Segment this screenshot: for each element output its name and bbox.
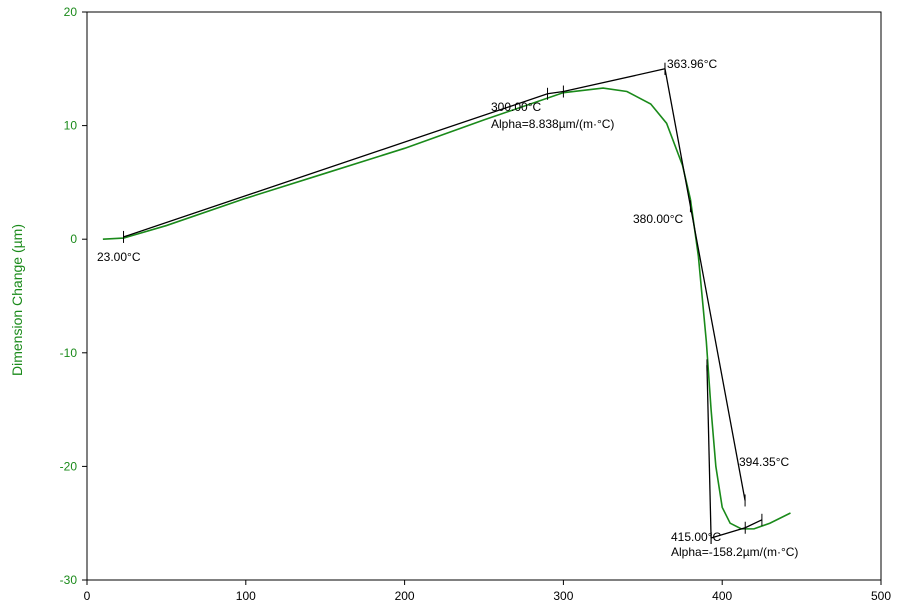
annotation: 363.96°C [667, 57, 718, 71]
annotation: 380.00°C [633, 212, 684, 226]
x-tick-label: 100 [236, 589, 256, 603]
data-line [102, 87, 791, 530]
y-tick-label: -30 [60, 573, 78, 587]
tangent-line [123, 68, 666, 238]
y-tick-label: 0 [70, 232, 77, 246]
annotation: 394.35°C [739, 455, 790, 469]
y-tick-label: 20 [64, 5, 78, 19]
x-tick-label: 200 [395, 589, 415, 603]
annotation: 23.00°C [97, 250, 141, 264]
x-tick-label: 0 [84, 589, 91, 603]
tangent-line [664, 68, 746, 501]
x-tick-label: 500 [871, 589, 891, 603]
x-tick-label: 400 [712, 589, 732, 603]
y-tick-label: -20 [60, 459, 78, 473]
y-axis-label: Dimension Change (µm) [9, 224, 25, 376]
annotation: 415.00°C [671, 530, 722, 544]
y-tick-label: 10 [64, 119, 78, 133]
annotation: Alpha=8.838µm/(m·°C) [491, 117, 614, 131]
plot-frame [86, 11, 882, 581]
annotation: 300.00°C [491, 100, 542, 114]
x-tick-label: 300 [553, 589, 573, 603]
y-tick-label: -10 [60, 346, 78, 360]
annotation: Alpha=-158.2µm/(m·°C) [671, 545, 798, 559]
tangent-line [706, 365, 712, 538]
